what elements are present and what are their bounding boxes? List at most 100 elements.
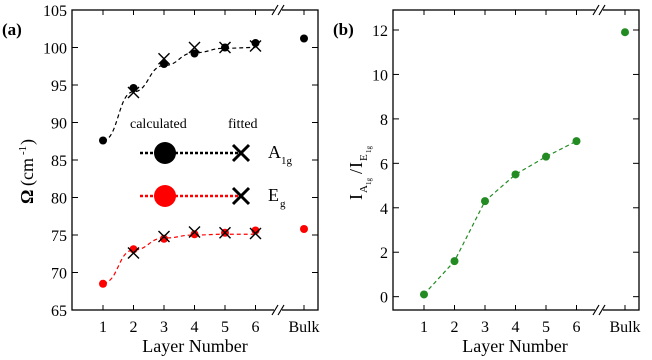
- legend-eg-name: E: [268, 185, 279, 205]
- panel-b-ylabel-num-sub: A: [358, 185, 370, 193]
- x-tick-label: 3: [481, 319, 489, 336]
- legend-a1g-cross: [231, 143, 251, 163]
- axis-break-mark: [592, 304, 600, 316]
- panel-b-ylabel-slash: /: [346, 169, 366, 174]
- panel-a-marks: 1 2 3 4 5 6 Bulk 65 70 75 80 85 90 95 100 105: [43, 3, 320, 336]
- x-tick-label: 5: [542, 319, 550, 336]
- fit-curve-1: [102, 233, 256, 284]
- axis-break-mark: [277, 4, 285, 16]
- x-tick-label: 2: [451, 319, 459, 336]
- panel-a-ylabel-exp: -1: [17, 146, 29, 155]
- panel-b-ylabel-i-den: I: [346, 162, 366, 168]
- ratio-point: [572, 137, 581, 146]
- panel-b-ylabel: I A 1g / I E 1g: [346, 146, 373, 201]
- ratio-point: [481, 197, 489, 206]
- ratio-point: [542, 152, 550, 161]
- panel-a-ylabel-close: ): [17, 139, 38, 145]
- x-tick-label: Bulk: [288, 319, 319, 336]
- axis-break-mark: [592, 4, 600, 16]
- legend-a1g-marker: [154, 142, 176, 164]
- legend-eg-marker: [154, 185, 176, 207]
- ratio-point: [511, 170, 520, 179]
- y-tick-label: 70: [51, 266, 67, 283]
- panel-b-ylabel-den-sub: E: [358, 154, 370, 161]
- panel-a-ylabel: Ω (cm -1 ): [17, 139, 38, 204]
- fitted-cross: [249, 227, 262, 240]
- y-tick-label: 2: [380, 245, 388, 262]
- axis-break-gap: [595, 6, 603, 14]
- panel-b-xlabel: Layer Number: [462, 336, 567, 356]
- x-tick-label: 1: [420, 319, 428, 336]
- y-tick-label: 0: [380, 290, 388, 307]
- fitted-cross: [219, 226, 231, 239]
- y-tick-label: 65: [51, 303, 67, 320]
- x-tick-label: 4: [512, 319, 520, 336]
- y-tick-label: 105: [43, 3, 67, 20]
- x-tick-label: 2: [130, 319, 138, 336]
- calculated-point: [129, 84, 138, 92]
- axis-break-mark: [277, 304, 285, 316]
- calculated-point: [160, 60, 168, 68]
- panel-a-label: (a): [2, 20, 22, 39]
- panel-b-ylabel-num-subsub: 1g: [365, 178, 373, 186]
- calculated-point: [99, 136, 107, 145]
- y-tick-label: 6: [380, 156, 388, 173]
- legend-calculated-label: calculated: [130, 117, 187, 132]
- calculated-point: [190, 49, 199, 58]
- y-tick-label: 75: [51, 228, 67, 245]
- calculated-point: [99, 279, 107, 288]
- panel-a-ylabel-omega: Ω: [17, 190, 37, 204]
- panel-a: (a) Ω (cm -1 ) Layer Number calculated f…: [2, 9, 319, 356]
- axis-break-gap: [274, 306, 282, 314]
- ratio-bulk-point: [621, 28, 629, 37]
- calculated-point: [251, 39, 260, 47]
- y-tick-label: 8: [380, 112, 388, 129]
- axis-break-mark: [598, 4, 606, 16]
- fitted-cross: [188, 41, 201, 54]
- y-tick-label: 80: [51, 191, 67, 208]
- fitted-cross: [249, 40, 262, 52]
- y-tick-label: 90: [51, 116, 67, 133]
- fitted-cross: [127, 247, 140, 259]
- y-tick-label: 85: [51, 153, 67, 170]
- calculated-point: [251, 226, 260, 235]
- panel-a-xlabel: Layer Number: [142, 336, 247, 356]
- fitted-cross: [188, 226, 201, 238]
- bulk-point: [300, 225, 308, 233]
- calculated-point: [160, 234, 168, 243]
- panel-a-ylabel-unit: (cm: [17, 158, 38, 186]
- fitted-cross: [158, 52, 170, 65]
- panel-b-frame: [392, 9, 640, 311]
- axis-break-mark: [271, 4, 279, 16]
- fitted-cross: [219, 41, 231, 54]
- fitted-cross: [158, 230, 170, 243]
- x-tick-label: 4: [191, 319, 199, 336]
- calculated-point: [190, 230, 199, 239]
- y-tick-label: 12: [372, 23, 388, 40]
- x-tick-label: Bulk: [609, 319, 640, 336]
- x-tick-label: 3: [160, 319, 168, 336]
- x-tick-label: 6: [573, 319, 581, 336]
- axis-break-gap: [595, 306, 603, 314]
- legend-a1g-sub: 1g: [281, 155, 293, 167]
- y-tick-label: 10: [372, 67, 388, 84]
- panel-b-ylabel-den-subsub: 1g: [365, 146, 373, 154]
- y-tick-label: 95: [51, 78, 67, 95]
- x-tick-label: 1: [99, 319, 107, 336]
- legend-eg-cross: [231, 186, 251, 206]
- axis-break-mark: [598, 304, 606, 316]
- x-tick-label: 5: [221, 319, 229, 336]
- panel-a-legend: calculated fitted A 1g E g: [130, 117, 293, 210]
- ratio-point: [420, 290, 428, 299]
- y-tick-label: 4: [380, 201, 388, 218]
- ratio-point: [450, 257, 459, 266]
- panel-b-label: (b): [333, 20, 354, 39]
- panel-b: (b) I A 1g / I E 1g Layer Number: [333, 9, 640, 356]
- y-tick-label: 100: [43, 41, 67, 58]
- panel-b-ylabel-i-num: I: [346, 194, 366, 200]
- bulk-point: [300, 34, 308, 43]
- ratio-line: [423, 140, 577, 295]
- legend-fitted-label: fitted: [228, 117, 258, 132]
